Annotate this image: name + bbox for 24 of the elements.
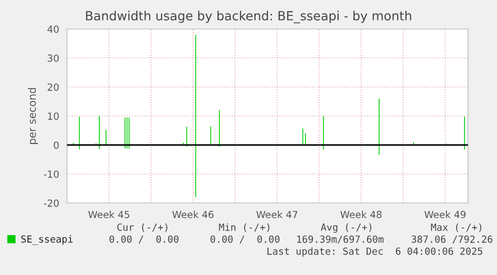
y-tick-label: 10 (48, 112, 59, 120)
text: Cur (-/+) (117, 223, 168, 232)
y-tick-label: -10 (44, 170, 59, 178)
chart-title: Bandwidth usage by backend: BE_sseapi - by month (86, 10, 412, 24)
y-tick-label: 30 (48, 54, 59, 62)
x-tick-label: Week 46 (172, 210, 214, 218)
text: 169.39m/697.60m (297, 235, 384, 244)
y-tick-label: 40 (47, 25, 59, 33)
x-tick-label: Week 49 (424, 210, 466, 218)
x-tick-label: Week 48 (340, 210, 382, 218)
text: Last update: Sat Dec 6 04:00:06 2025 (267, 247, 482, 257)
text: Min (-/+) (219, 223, 270, 232)
y-axis-title: per second (28, 88, 38, 144)
text: Max (-/+) (431, 223, 482, 232)
y-tick-label: -20 (44, 199, 59, 207)
y-tick-label: 0 (54, 141, 59, 149)
text: 387.06 /792.26 (412, 235, 492, 244)
x-tick-label: Week 47 (256, 210, 298, 218)
text: 0.00 / 0.00 (110, 235, 178, 244)
text: Avg (-/+) (320, 223, 372, 233)
x-tick-label: Week 45 (88, 210, 130, 218)
text: 0.00 / 0.00 (210, 235, 280, 244)
legend-label: SE_sseapi (21, 235, 73, 245)
y-tick-label: 20 (48, 83, 59, 91)
